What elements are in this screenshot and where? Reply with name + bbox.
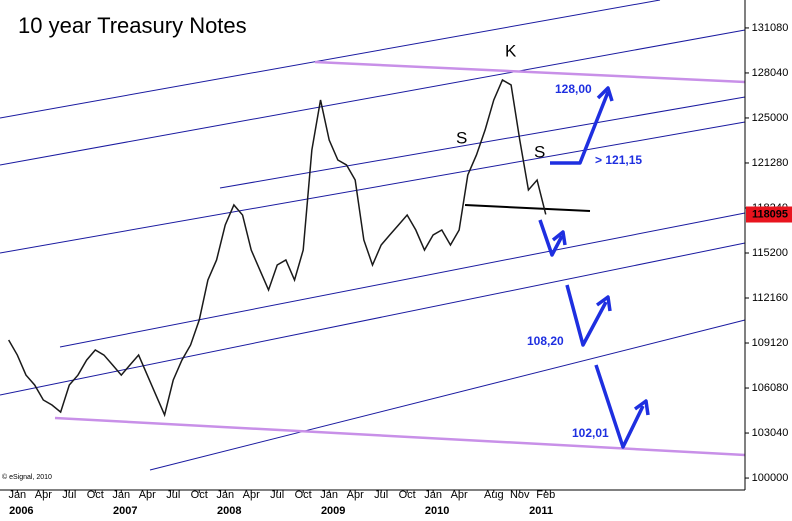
x-tick-label: Apr [347,489,364,501]
last-price-box [746,206,792,223]
x-tick-label: Apr [243,489,260,501]
annotation: 102,01 [572,426,609,440]
x-tick-label: Jan [320,489,338,501]
y-tick-label: 103040 [752,427,789,439]
annotation: K [505,41,517,60]
x-tick-label: Jan [424,489,442,501]
y-tick-label: 100000 [752,472,789,484]
year-label: 2010 [425,505,449,517]
x-tick-label: Jul [62,489,76,501]
last-price-label: 118095 [752,208,788,220]
x-tick-label: Aug [484,489,504,501]
x-tick-label: Apr [451,489,468,501]
x-tick-label: Feb [536,489,555,501]
x-tick-label: Nov [510,489,530,501]
x-tick-label: Apr [139,489,156,501]
x-tick-label: Apr [35,489,52,501]
x-tick-label: Jul [374,489,388,501]
annotation: 108,20 [527,334,564,348]
x-tick-label: Oct [87,489,104,501]
y-tick-label: 121280 [752,157,789,169]
y-tick-label: 106080 [752,382,789,394]
y-tick-label: 115200 [752,247,788,259]
y-tick-label: 128040 [752,67,789,79]
x-tick-label: Jul [270,489,284,501]
price-line [8,78,547,418]
y-tick-label: 125000 [752,112,789,124]
chart-title: 10 year Treasury Notes [18,13,247,38]
x-tick-label: Oct [295,489,312,501]
year-label: 2008 [217,505,241,517]
x-tick-label: Jan [216,489,234,501]
arrows [538,86,650,449]
credit: © eSignal, 2010 [2,473,52,481]
year-label: 2009 [321,505,345,517]
year-label: 2007 [113,505,137,517]
x-tick-label: Oct [191,489,208,501]
year-label: 2011 [529,505,553,517]
channel-lines [0,0,746,471]
year-label: 2006 [9,505,33,517]
x-tick-label: Oct [399,489,416,501]
y-tick-label: 112160 [752,292,788,304]
annotation: > 121,15 [595,153,642,167]
x-tick-label: Jan [112,489,130,501]
y-tick-label: 131080 [752,22,789,34]
annotation: 128,00 [555,82,592,96]
x-tick-label: Jul [166,489,180,501]
annotation: S [456,128,467,147]
y-tick-label: 109120 [752,337,789,349]
annotation: S [534,142,545,161]
x-tick-label: Jan [8,489,26,501]
